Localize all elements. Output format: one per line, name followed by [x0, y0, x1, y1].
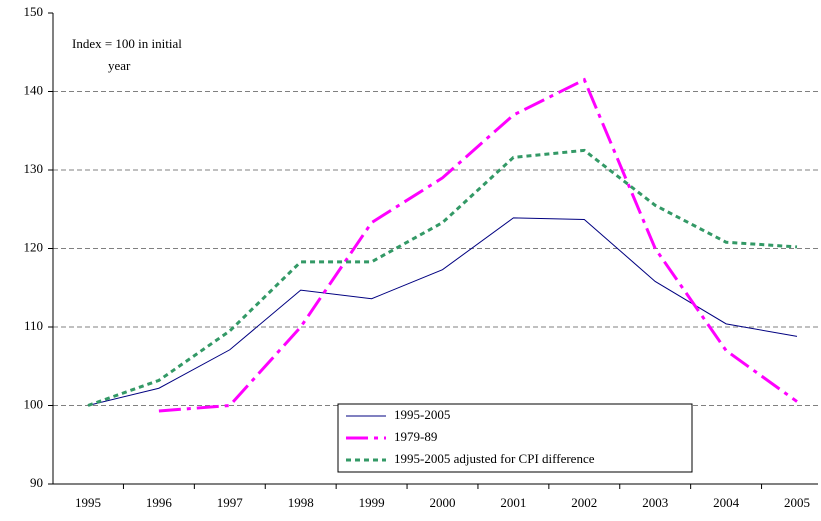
legend-label: 1995-2005 adjusted for CPI difference: [394, 451, 595, 466]
y-tick-label: 120: [24, 239, 44, 254]
x-tick-label: 2005: [784, 495, 810, 510]
x-tick-label: 1998: [288, 495, 314, 510]
legend-box: [337, 403, 693, 473]
x-tick-label: 2000: [430, 495, 456, 510]
x-tick-label: 1997: [217, 495, 244, 510]
series-line: [158, 77, 798, 413]
y-tick-label: 90: [30, 475, 43, 490]
legend-label: 1979-89: [394, 429, 437, 444]
legend-label: 1995-2005: [394, 407, 450, 422]
x-tick-label: 2004: [713, 495, 740, 510]
annotation: Index = 100 in initial: [72, 36, 182, 51]
y-tick-label: 130: [24, 161, 44, 176]
x-tick-label: 1995: [75, 495, 101, 510]
x-tick-label: 2003: [642, 495, 668, 510]
x-tick-label: 1999: [359, 495, 385, 510]
x-tick-label: 1996: [146, 495, 173, 510]
y-tick-label: 140: [24, 82, 44, 97]
annotation: year: [108, 58, 131, 73]
y-tick-label: 100: [24, 396, 44, 411]
series-line: [87, 217, 798, 406]
y-tick-label: 150: [24, 4, 44, 19]
y-tick-label: 110: [24, 318, 43, 333]
x-tick-label: 2001: [500, 495, 526, 510]
x-tick-label: 2002: [571, 495, 597, 510]
series-line: [87, 148, 798, 407]
